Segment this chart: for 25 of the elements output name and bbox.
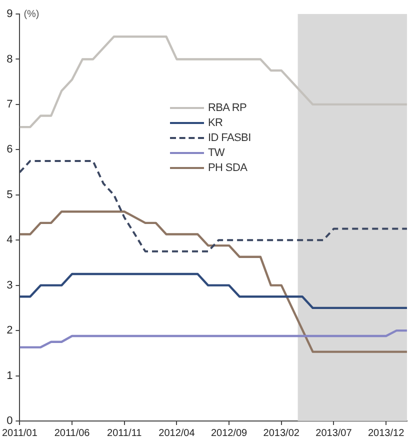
y-tick-label: 1 bbox=[6, 370, 13, 382]
y-tick-label: 8 bbox=[6, 53, 13, 66]
legend-label: KR bbox=[208, 116, 223, 128]
x-tick-label: 2011/01 bbox=[2, 428, 38, 439]
y-tick-label: 0 bbox=[6, 415, 13, 428]
x-tick-label: 2011/11 bbox=[107, 428, 142, 439]
y-tick-label: 4 bbox=[6, 234, 13, 246]
legend-label: RBA RP bbox=[208, 102, 247, 114]
legend-label: TW bbox=[208, 146, 225, 158]
y-tick-label: 9 bbox=[6, 8, 13, 20]
x-tick-label: 2013/07 bbox=[316, 428, 352, 439]
x-tick-label: 2013/12 bbox=[368, 428, 405, 439]
legend-label: ID FASBI bbox=[208, 132, 251, 144]
line-series bbox=[20, 160, 407, 252]
legend-label: PH SDA bbox=[208, 162, 248, 174]
y-tick-label: 2 bbox=[6, 324, 13, 337]
y-tick-label: 6 bbox=[6, 144, 13, 156]
x-tick-label: 2013/02 bbox=[263, 428, 300, 439]
x-tick-label: 2012/04 bbox=[158, 428, 196, 439]
y-axis-title: (%) bbox=[24, 8, 40, 20]
x-tick-label: 2011/06 bbox=[54, 428, 90, 439]
y-tick-label: 5 bbox=[6, 188, 13, 201]
x-tick-label: 2012/09 bbox=[210, 428, 248, 439]
y-tick-label: 3 bbox=[6, 279, 13, 292]
y-tick-label: 7 bbox=[6, 98, 13, 110]
